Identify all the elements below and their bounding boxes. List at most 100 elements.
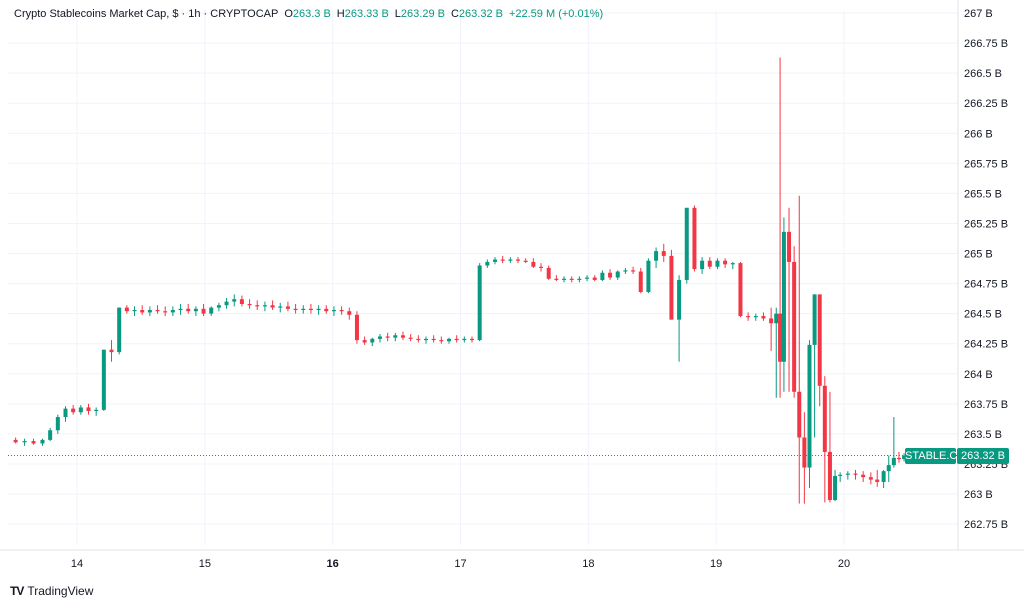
candle	[439, 336, 444, 344]
candle	[48, 427, 53, 442]
candle	[493, 257, 498, 265]
y-tick-label: 265.5 B	[964, 188, 1002, 200]
candle	[827, 391, 832, 503]
candle	[516, 257, 521, 264]
candle-body	[285, 306, 290, 309]
candle-body	[132, 310, 137, 312]
candle	[861, 471, 866, 482]
candle-body	[523, 260, 528, 262]
candle	[362, 336, 367, 345]
candle	[308, 304, 313, 314]
candle-body	[592, 277, 597, 280]
candle	[354, 311, 359, 344]
candle	[546, 265, 551, 280]
candle-body	[707, 260, 712, 267]
candle-body	[101, 349, 106, 410]
candle-body	[124, 307, 129, 312]
candle-body	[646, 260, 651, 292]
candle	[881, 469, 886, 488]
candle-body	[827, 451, 832, 501]
candle	[761, 312, 766, 321]
candle-body	[792, 261, 797, 392]
candle-body	[370, 338, 375, 343]
candle	[331, 306, 336, 317]
candle-body	[738, 263, 743, 317]
candle	[797, 195, 802, 504]
candle	[140, 305, 145, 315]
candle-body	[661, 251, 666, 256]
y-tick-label: 263 B	[964, 489, 993, 501]
candle	[838, 472, 843, 482]
candle-body	[516, 259, 521, 261]
candle-body	[454, 338, 459, 341]
y-tick-label: 266 B	[964, 128, 993, 140]
y-tick-label: 263.75 B	[964, 399, 1008, 411]
candle	[817, 294, 822, 407]
candle-body	[546, 267, 551, 279]
symbol-price-tag: STABLE.C	[905, 448, 956, 464]
y-tick-label: 265.75 B	[964, 158, 1008, 170]
candle-body	[554, 278, 559, 280]
candle	[531, 258, 536, 268]
candle	[753, 313, 758, 321]
candle	[247, 299, 252, 309]
candle-body	[431, 338, 436, 341]
candle	[896, 451, 901, 463]
candle-body	[853, 473, 858, 475]
x-tick-label: 15	[199, 558, 211, 570]
candle	[485, 259, 490, 268]
candle	[124, 305, 129, 314]
candle-body	[400, 335, 405, 338]
candle-body	[193, 308, 198, 312]
candle	[71, 405, 76, 415]
candle	[293, 304, 298, 314]
candle	[781, 217, 786, 392]
candle-body	[408, 337, 413, 339]
candle	[278, 302, 283, 313]
candle	[431, 335, 436, 343]
open-value: 263.3 B	[292, 8, 331, 20]
candle-body	[774, 313, 779, 324]
candle-body	[55, 417, 60, 431]
candle-body	[812, 294, 817, 345]
y-tick-label: 264 B	[964, 369, 993, 381]
candle-body	[324, 308, 329, 312]
candle-body	[654, 251, 659, 261]
candle-body	[562, 278, 567, 280]
candle-body	[278, 306, 283, 308]
candle	[408, 334, 413, 342]
candle	[802, 412, 807, 504]
candle	[807, 340, 812, 488]
y-tick-label: 266.75 B	[964, 38, 1008, 50]
candle	[301, 305, 306, 314]
candle	[577, 276, 582, 283]
high-value: 263.33 B	[344, 8, 389, 20]
candle-body	[140, 310, 145, 313]
candle	[270, 300, 275, 311]
candle-body	[255, 305, 260, 307]
candles	[13, 57, 907, 504]
symbol-title[interactable]: Crypto Stablecoins Market Cap, $ · 1h · …	[14, 8, 279, 20]
candle-body	[608, 272, 613, 278]
chart-legend[interactable]: Crypto Stablecoins Market Cap, $ · 1h · …	[14, 8, 603, 20]
candle-body	[170, 310, 175, 313]
candle-body	[385, 336, 390, 338]
candle	[22, 438, 27, 446]
candle-body	[377, 336, 382, 339]
candle-body	[78, 407, 83, 413]
low-label: L	[394, 8, 401, 20]
candle-body	[331, 310, 336, 312]
candle	[569, 276, 574, 283]
candle	[769, 307, 774, 351]
tradingview-brand[interactable]: TV TradingView	[10, 584, 93, 598]
candle-body	[63, 408, 68, 418]
candle	[101, 349, 106, 412]
candle-body	[723, 260, 728, 265]
candle-body	[109, 349, 114, 353]
candle-body	[13, 439, 18, 443]
candle-body	[838, 474, 843, 476]
candle	[393, 332, 398, 342]
candle	[400, 331, 405, 341]
